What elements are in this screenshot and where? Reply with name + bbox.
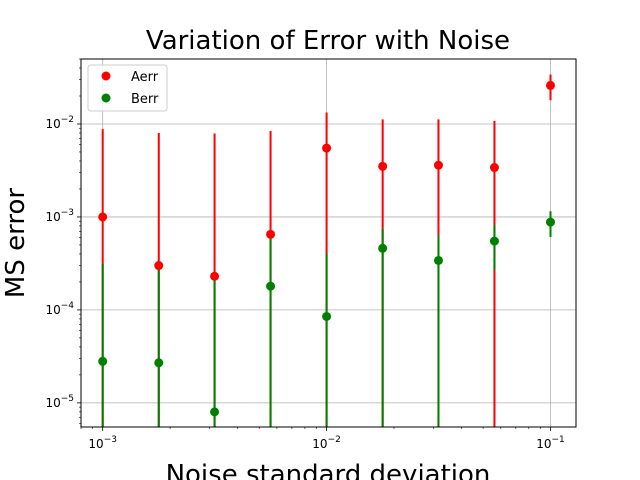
x-tick-label-2: 10−1 (536, 435, 565, 451)
marker-berr-0 (98, 356, 108, 366)
marker-aerr-2 (210, 271, 220, 281)
marker-aerr-0 (98, 212, 108, 222)
marker-berr-6 (433, 255, 443, 265)
marker-berr-3 (266, 281, 276, 291)
legend-marker-berr (101, 93, 111, 103)
marker-berr-7 (489, 236, 499, 246)
y-tick-label-1: 10−4 (45, 301, 74, 317)
axes-frame (80, 58, 577, 428)
legend-label-aerr: Aerr (131, 70, 159, 85)
marker-berr-2 (210, 407, 220, 417)
marker-aerr-8 (545, 80, 555, 90)
marker-berr-4 (322, 311, 332, 321)
marker-aerr-3 (266, 229, 276, 239)
marker-berr-5 (378, 243, 388, 253)
chart-title: Variation of Error with Noise (146, 26, 510, 56)
marker-aerr-4 (322, 143, 332, 153)
y-tick-label-3: 10−2 (45, 115, 74, 131)
y-axis-label: MS error (1, 188, 31, 298)
x-tick-label-1: 10−2 (312, 435, 341, 451)
marker-berr-8 (545, 217, 555, 227)
marker-aerr-5 (378, 161, 388, 171)
y-tick-label-2: 10−3 (45, 208, 74, 224)
x-tick-label-0: 10−3 (88, 435, 117, 451)
y-tick-label-0: 10−5 (45, 394, 74, 410)
x-axis-label: Noise standard deviation (166, 460, 491, 480)
marker-aerr-1 (154, 261, 164, 271)
legend-label-berr: Berr (131, 92, 159, 107)
marker-berr-1 (154, 358, 164, 368)
plot-area: 10−3 10−2 10−1 10−5 10−4 10−3 10−2 Aerr Berr (45, 58, 577, 451)
marker-aerr-6 (433, 160, 443, 170)
marker-aerr-7 (489, 163, 499, 173)
legend-marker-aerr (101, 71, 111, 81)
